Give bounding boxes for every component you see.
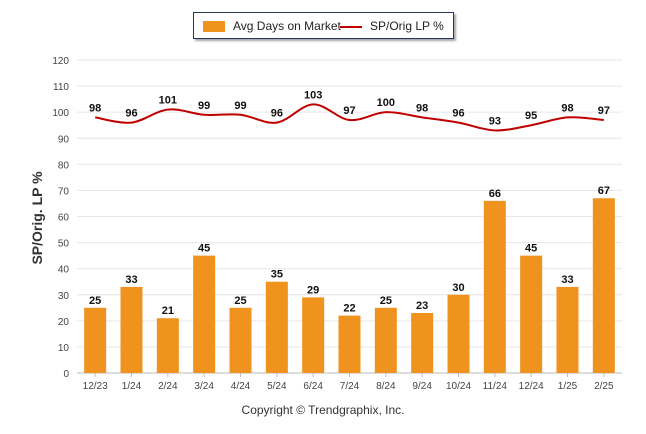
bar-value-label: 66	[489, 188, 501, 200]
sp-orig-lp-line	[94, 103, 604, 132]
line-value-label: 96	[271, 108, 283, 120]
y-axis-label: SP/Orig. LP %	[29, 171, 45, 265]
bar	[229, 307, 252, 373]
x-tick-label: 9/24	[412, 381, 432, 392]
line-value-label: 93	[489, 115, 501, 127]
x-tick-label: 7/24	[340, 381, 360, 392]
y-tick-label: 20	[58, 317, 70, 328]
x-tick-label: 12/24	[519, 381, 544, 392]
y-tick-label: 110	[53, 82, 69, 93]
bar-value-label: 45	[198, 243, 210, 255]
line-value-label: 98	[89, 102, 101, 114]
x-tick-label: 1/25	[558, 381, 578, 392]
bar	[592, 198, 615, 373]
copyright-footer: Copyright © Trendgraphix, Inc.	[241, 403, 405, 417]
line-value-label: 97	[343, 105, 355, 117]
y-tick-label: 10	[58, 343, 70, 354]
y-tick-label: 30	[58, 291, 70, 302]
x-tick-label: 3/24	[194, 381, 214, 392]
bar-value-label: 67	[598, 185, 610, 197]
line-value-label: 97	[598, 105, 610, 117]
bar-value-label: 30	[452, 282, 464, 294]
x-tick-label: 10/24	[446, 381, 471, 392]
x-tick-label: 5/24	[267, 381, 287, 392]
y-tick-label: 70	[58, 186, 70, 197]
x-tick-label: 1/24	[122, 381, 142, 392]
line-value-label: 98	[416, 102, 428, 114]
x-tick-label: 6/24	[303, 381, 323, 392]
bar	[520, 255, 543, 373]
bar	[302, 297, 325, 373]
bar	[338, 315, 361, 373]
bar	[374, 307, 397, 373]
y-tick-label: 0	[63, 369, 69, 380]
legend-swatch-bar	[203, 21, 225, 32]
bar-value-label: 33	[125, 274, 137, 286]
y-tick-label: 50	[58, 239, 70, 250]
y-tick-label: 60	[58, 213, 70, 224]
bar-value-label: 21	[162, 305, 174, 317]
line-value-label: 98	[561, 102, 573, 114]
bar-value-label: 23	[416, 300, 428, 312]
line-value-label: 103	[304, 89, 322, 101]
line-value-label: 99	[198, 100, 210, 112]
bar-value-label: 29	[307, 284, 319, 296]
bar	[411, 313, 434, 373]
bar-value-label: 22	[343, 303, 355, 315]
y-tick-label: 90	[58, 134, 70, 145]
bar-value-label: 25	[380, 295, 392, 307]
line-value-label: 99	[234, 100, 246, 112]
bar	[120, 286, 143, 373]
line-value-label: 96	[125, 108, 137, 120]
y-tick-label: 120	[52, 56, 69, 67]
bar	[556, 286, 579, 373]
bar-value-label: 33	[561, 274, 573, 286]
bar	[447, 294, 470, 373]
bar	[265, 281, 288, 373]
bar	[193, 255, 216, 373]
y-tick-label: 40	[58, 265, 70, 276]
bar	[84, 307, 107, 373]
x-tick-label: 2/25	[594, 381, 614, 392]
legend: Avg Days on Market SP/Orig LP %	[193, 12, 454, 39]
line-value-label: 100	[377, 97, 395, 109]
legend-label-line: SP/Orig LP %	[370, 19, 444, 33]
y-tick-label: 80	[58, 160, 70, 171]
x-tick-label: 4/24	[231, 381, 251, 392]
x-tick-label: 8/24	[376, 381, 396, 392]
x-tick-label: 12/23	[83, 381, 108, 392]
bar-value-label: 25	[234, 295, 246, 307]
x-tick-label: 2/24	[158, 381, 178, 392]
x-tick-label: 11/24	[483, 381, 508, 392]
bar-value-label: 35	[271, 269, 283, 281]
bar	[483, 200, 506, 373]
line-value-label: 96	[452, 108, 464, 120]
legend-swatch-line	[340, 26, 362, 28]
legend-label-bar: Avg Days on Market	[233, 19, 341, 33]
line-value-label: 95	[525, 110, 537, 122]
bar-value-label: 45	[525, 243, 537, 255]
bar	[156, 318, 179, 373]
bar-value-label: 25	[89, 295, 101, 307]
line-value-label: 101	[159, 95, 177, 107]
y-tick-label: 100	[52, 108, 69, 119]
